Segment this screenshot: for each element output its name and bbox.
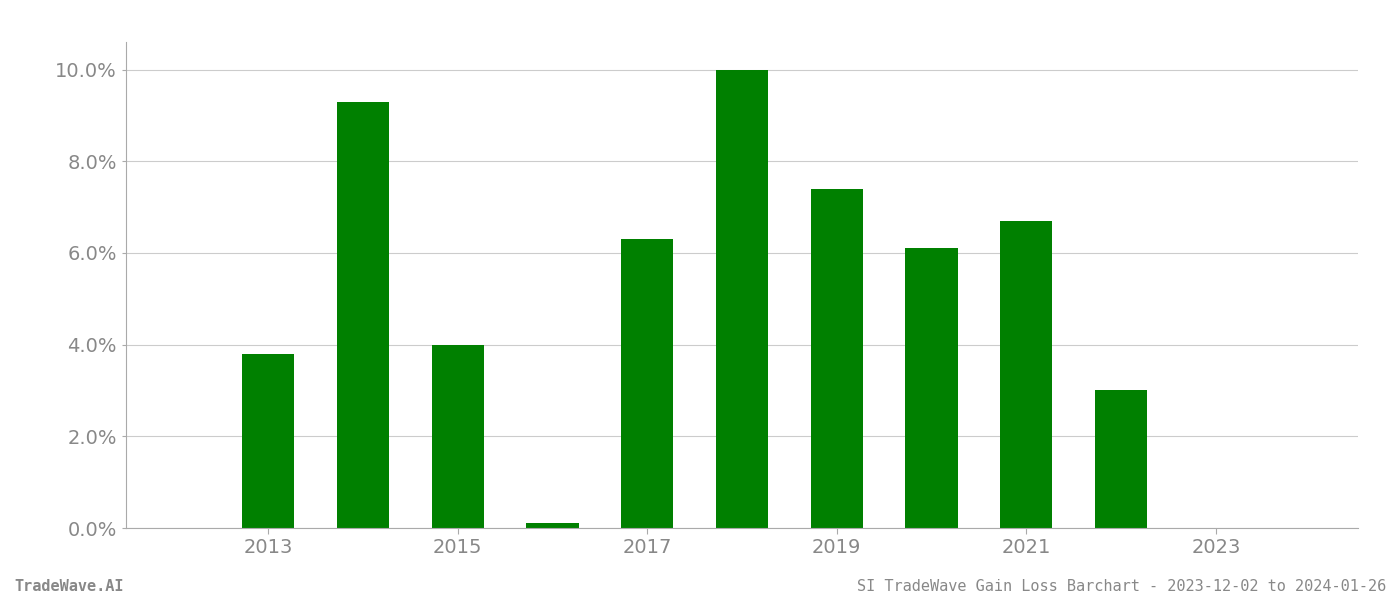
Bar <box>431 344 484 528</box>
Bar <box>526 523 578 528</box>
Text: SI TradeWave Gain Loss Barchart - 2023-12-02 to 2024-01-26: SI TradeWave Gain Loss Barchart - 2023-1… <box>857 579 1386 594</box>
Bar <box>1000 221 1053 528</box>
Bar <box>906 248 958 528</box>
Bar <box>1095 391 1147 528</box>
Bar <box>715 70 769 528</box>
Bar <box>242 354 294 528</box>
Text: TradeWave.AI: TradeWave.AI <box>14 579 123 594</box>
Bar <box>622 239 673 528</box>
Bar <box>811 189 862 528</box>
Bar <box>337 101 389 528</box>
